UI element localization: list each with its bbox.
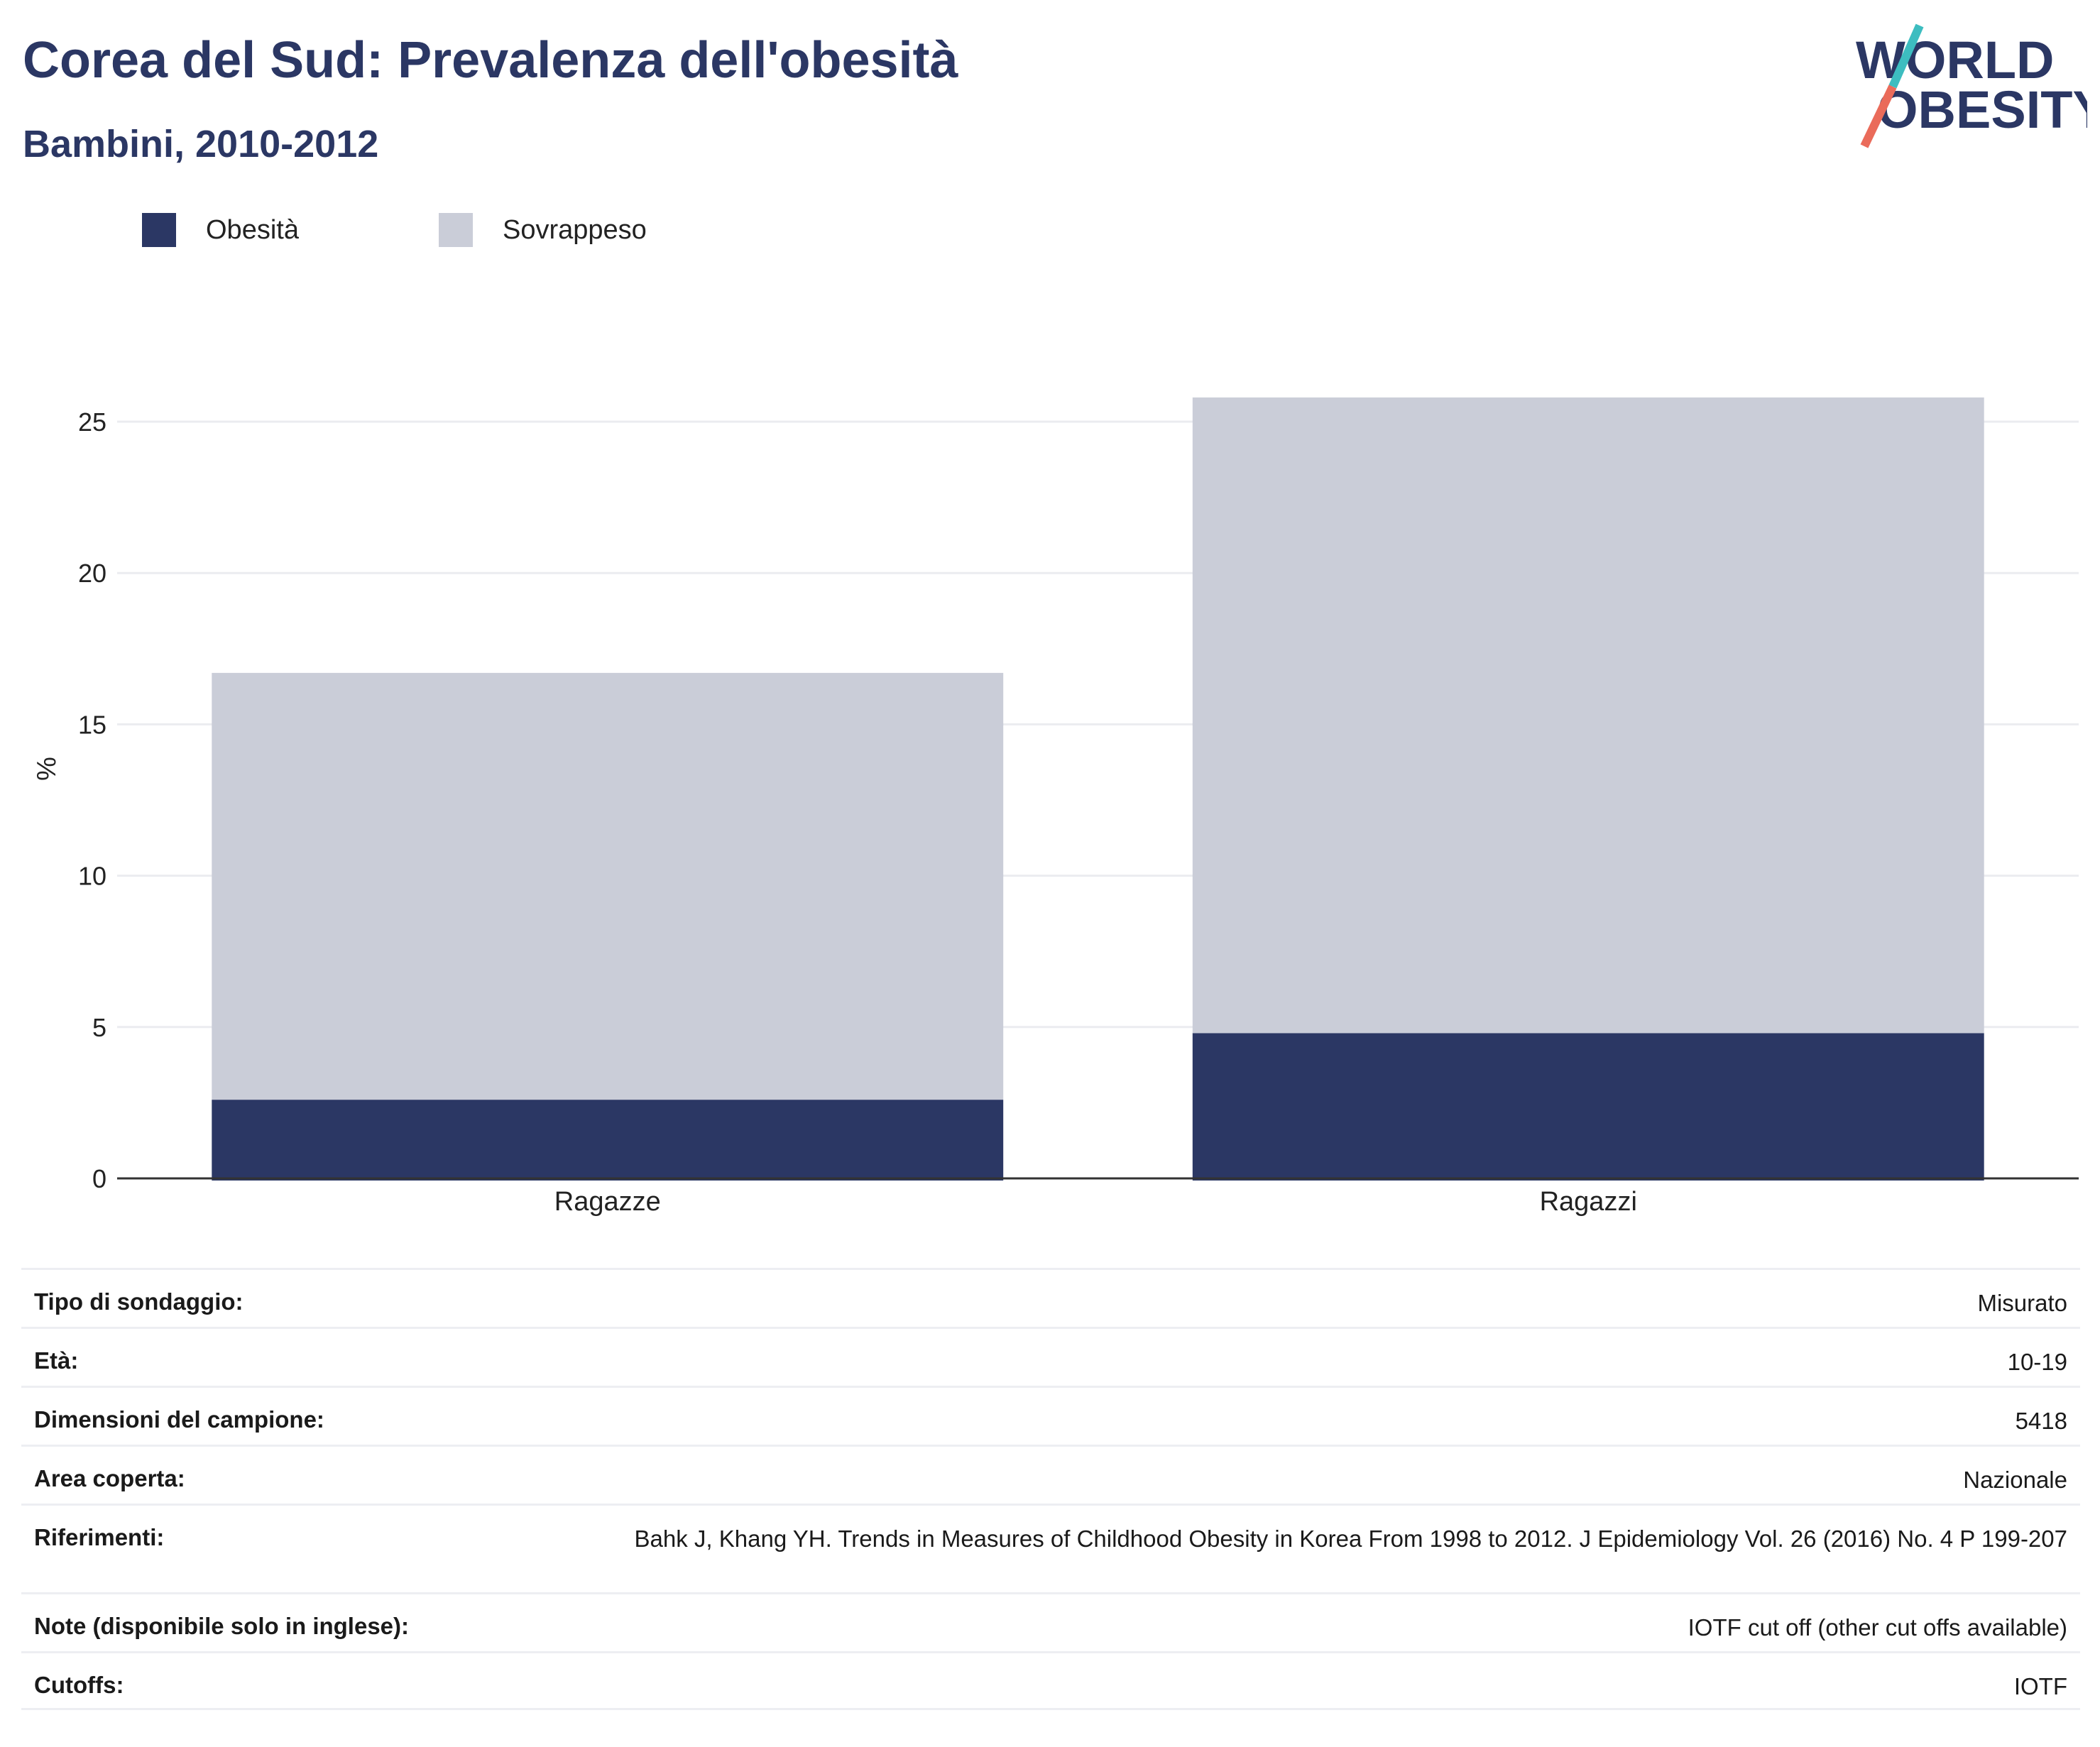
logo-line1: WORLD bbox=[1856, 31, 2055, 89]
info-row: Area coperta: Nazionale bbox=[21, 1445, 2080, 1504]
info-row: Cutoffs: IOTF bbox=[21, 1651, 2080, 1710]
bar-overweight-ragazze bbox=[212, 672, 1004, 1100]
info-row-label: Dimensioni del campione: bbox=[34, 1406, 324, 1433]
info-row-value: IOTF cut off (other cut offs available) bbox=[1688, 1614, 2067, 1641]
y-tick-label: 0 bbox=[92, 1164, 106, 1193]
legend-item-overweight[interactable]: Sovrappeso bbox=[439, 213, 647, 247]
info-row-label: Età: bbox=[34, 1347, 79, 1374]
logo-slash-teal bbox=[1888, 23, 1924, 89]
info-row-value: 10-19 bbox=[2007, 1349, 2067, 1375]
info-row-label: Tipo di sondaggio: bbox=[34, 1288, 244, 1315]
y-tick-label: 5 bbox=[92, 1013, 106, 1042]
info-row-value: Misurato bbox=[1977, 1290, 2067, 1316]
info-row-label: Riferimenti: bbox=[34, 1524, 165, 1550]
world-obesity-logo: WORLD OBESITY bbox=[1856, 23, 2087, 148]
chart-title: Corea del Sud: Prevalenza dell'obesità bbox=[23, 32, 958, 89]
x-tick-label: Ragazze bbox=[554, 1187, 661, 1217]
info-row-value: 5418 bbox=[2015, 1408, 2067, 1434]
logo-slash-coral bbox=[1860, 84, 1897, 148]
bar-obesity-ragazze bbox=[212, 1100, 1004, 1181]
info-row: Età: 10-19 bbox=[21, 1327, 2080, 1386]
survey-info-table: Tipo di sondaggio: Misurato Età: 10-19 Dimen… bbox=[21, 1268, 2080, 1710]
info-row-label: Cutoffs: bbox=[34, 1672, 124, 1698]
y-tick-label: 20 bbox=[78, 559, 106, 588]
info-row-value: Bahk J, Khang YH. Trends in Measures of … bbox=[634, 1526, 2067, 1552]
info-row: Note (disponibile solo in inglese): IOTF … bbox=[21, 1592, 2080, 1651]
bar-chart: 0 5 10 15 20 25% Ragazze Ragazzi bbox=[32, 397, 2079, 1217]
logo-line2: OBESITY bbox=[1877, 80, 2087, 139]
bar-overweight-ragazzi bbox=[1192, 397, 1984, 1034]
info-row: Riferimenti: Bahk J, Khang YH. Trends in … bbox=[21, 1504, 2080, 1592]
legend-item-obesity[interactable]: Obesità bbox=[142, 213, 299, 247]
y-tick-label: 15 bbox=[78, 710, 106, 739]
y-tick-label: 10 bbox=[78, 862, 106, 891]
legend-swatch-obesity bbox=[142, 213, 176, 247]
info-row: Tipo di sondaggio: Misurato bbox=[21, 1268, 2080, 1327]
chart-subtitle: Bambini, 2010-2012 bbox=[23, 123, 379, 165]
info-row-label: Note (disponibile solo in inglese): bbox=[34, 1613, 410, 1639]
x-tick-label: Ragazzi bbox=[1540, 1187, 1637, 1217]
info-row: Dimensioni del campione: 5418 bbox=[21, 1386, 2080, 1445]
legend-label-overweight: Sovrappeso bbox=[503, 214, 647, 245]
info-row-value: IOTF bbox=[2013, 1673, 2067, 1699]
info-row-value: Nazionale bbox=[1963, 1467, 2067, 1493]
bar-obesity-ragazzi bbox=[1192, 1033, 1984, 1181]
legend-swatch-overweight bbox=[439, 213, 473, 247]
legend-label-obesity: Obesità bbox=[206, 214, 299, 245]
info-row-label: Area coperta: bbox=[34, 1465, 185, 1491]
y-tick-label: 25 bbox=[78, 407, 106, 437]
y-axis-label: % bbox=[32, 757, 62, 781]
